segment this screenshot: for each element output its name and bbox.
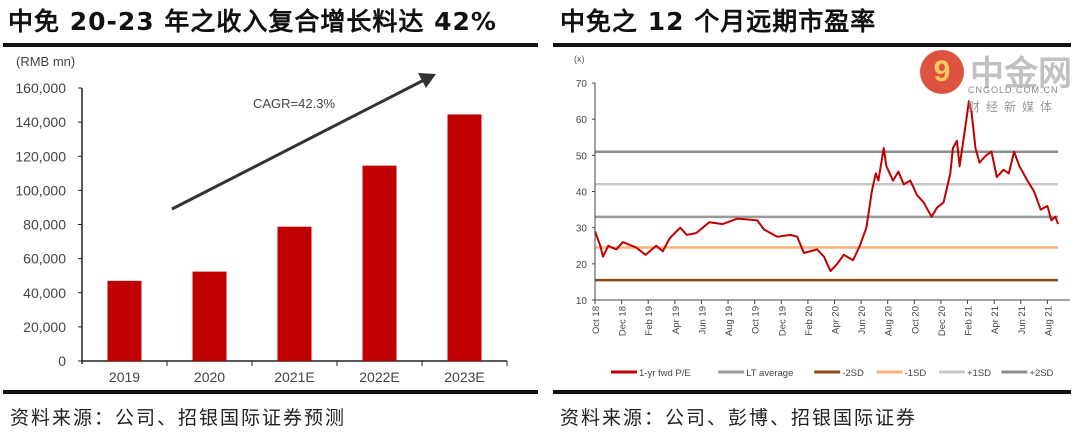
x-tick-label: Feb 19 — [644, 306, 655, 336]
bar-2020 — [192, 271, 227, 361]
y-tick-label: 80,000 — [23, 217, 66, 233]
watermark: 9 中金网 CNGOLD.COM.CN 财经新媒体 — [920, 50, 1078, 116]
bar-2021E — [277, 226, 312, 361]
y-tick-label: 140,000 — [15, 114, 66, 130]
right-bottom-rule — [553, 390, 1071, 394]
legend-label: LT average — [746, 368, 793, 379]
x-tick-label: Dec 18 — [618, 306, 629, 336]
y-tick-label: 60 — [576, 115, 588, 126]
legend-label: +2SD — [1029, 368, 1053, 379]
x-tick-label: 2022E — [359, 369, 399, 385]
x-tick-label: Aug 19 — [724, 306, 735, 336]
x-tick-label: Feb 20 — [804, 306, 815, 336]
x-tick-label: 2020 — [194, 369, 225, 385]
legend-label: -2SD — [842, 368, 864, 379]
y-tick-label: 60,000 — [23, 251, 66, 267]
left-source-note: 资料来源：公司、招银国际证券预测 — [10, 407, 347, 429]
x-tick-label: Aug 20 — [884, 306, 895, 336]
x-tick-label: Apr 21 — [990, 306, 1001, 334]
y-tick-label: 70 — [576, 79, 588, 90]
y-tick-label: 40 — [576, 188, 588, 199]
y-tick-label: 30 — [576, 224, 588, 235]
y-tick-label: 20 — [576, 260, 588, 271]
bar-2023E — [447, 114, 482, 362]
y-tick-label: 100,000 — [15, 182, 66, 198]
legend-label: -1SD — [905, 368, 927, 379]
left-top-rule — [3, 43, 538, 47]
y-tick-label: 160,000 — [15, 80, 66, 96]
y-tick-label: 0 — [58, 353, 66, 369]
x-tick-label: Dec 19 — [777, 306, 788, 336]
x-tick-label: Jun 20 — [857, 306, 868, 335]
y-tick-label: 40,000 — [23, 285, 66, 301]
x-tick-label: Jun 19 — [697, 306, 708, 335]
y-tick-label: 10 — [576, 296, 588, 307]
y-axis-unit-label: (RMB mn) — [16, 54, 75, 69]
x-tick-label: Apr 20 — [830, 306, 841, 334]
x-tick-label: Apr 19 — [671, 306, 682, 334]
pe-series-line — [594, 100, 1059, 273]
x-tick-label: 2023E — [444, 369, 484, 385]
x-tick-label: 2019 — [109, 369, 140, 385]
x-tick-label: Feb 21 — [964, 306, 975, 336]
x-tick-label: Oct 20 — [910, 306, 921, 334]
left-chart-title: 中免 20-23 年之收入复合增长料达 42% — [8, 7, 497, 36]
y-tick-label: 20,000 — [23, 319, 66, 335]
left-bottom-rule — [3, 390, 538, 394]
bar-2022E — [362, 165, 397, 361]
y-tick-label: 120,000 — [15, 148, 66, 164]
x-tick-label: Jun 21 — [1017, 306, 1028, 335]
cagr-arrow-head-icon — [418, 73, 436, 88]
right-top-rule — [553, 43, 1071, 47]
x-tick-label: Oct 19 — [751, 306, 762, 334]
y-tick-label: 50 — [576, 151, 588, 162]
x-tick-label: Aug 21 — [1043, 306, 1054, 336]
right-chart-title: 中免之 12 个月远期市盈率 — [560, 7, 877, 36]
y-axis-unit-label: (x) — [574, 54, 585, 64]
right-source-note: 资料来源：公司、彭博、招银国际证券 — [560, 407, 918, 429]
cagr-arrow-shaft — [171, 78, 425, 211]
watermark-url: CNGOLD.COM.CN — [968, 85, 1059, 95]
bar-2019 — [107, 280, 142, 361]
cagr-annotation: CAGR=42.3% — [253, 96, 335, 111]
watermark-name: 中金网 — [970, 54, 1072, 94]
legend-label: +1SD — [967, 368, 991, 379]
x-tick-label: Oct 18 — [591, 306, 602, 334]
x-tick-label: Dec 20 — [937, 306, 948, 336]
x-tick-label: 2021E — [274, 369, 314, 385]
watermark-logo-icon: 9 — [920, 50, 964, 94]
watermark-tagline: 财经新媒体 — [968, 100, 1059, 114]
legend-label: 1-yr fwd P/E — [639, 368, 691, 379]
